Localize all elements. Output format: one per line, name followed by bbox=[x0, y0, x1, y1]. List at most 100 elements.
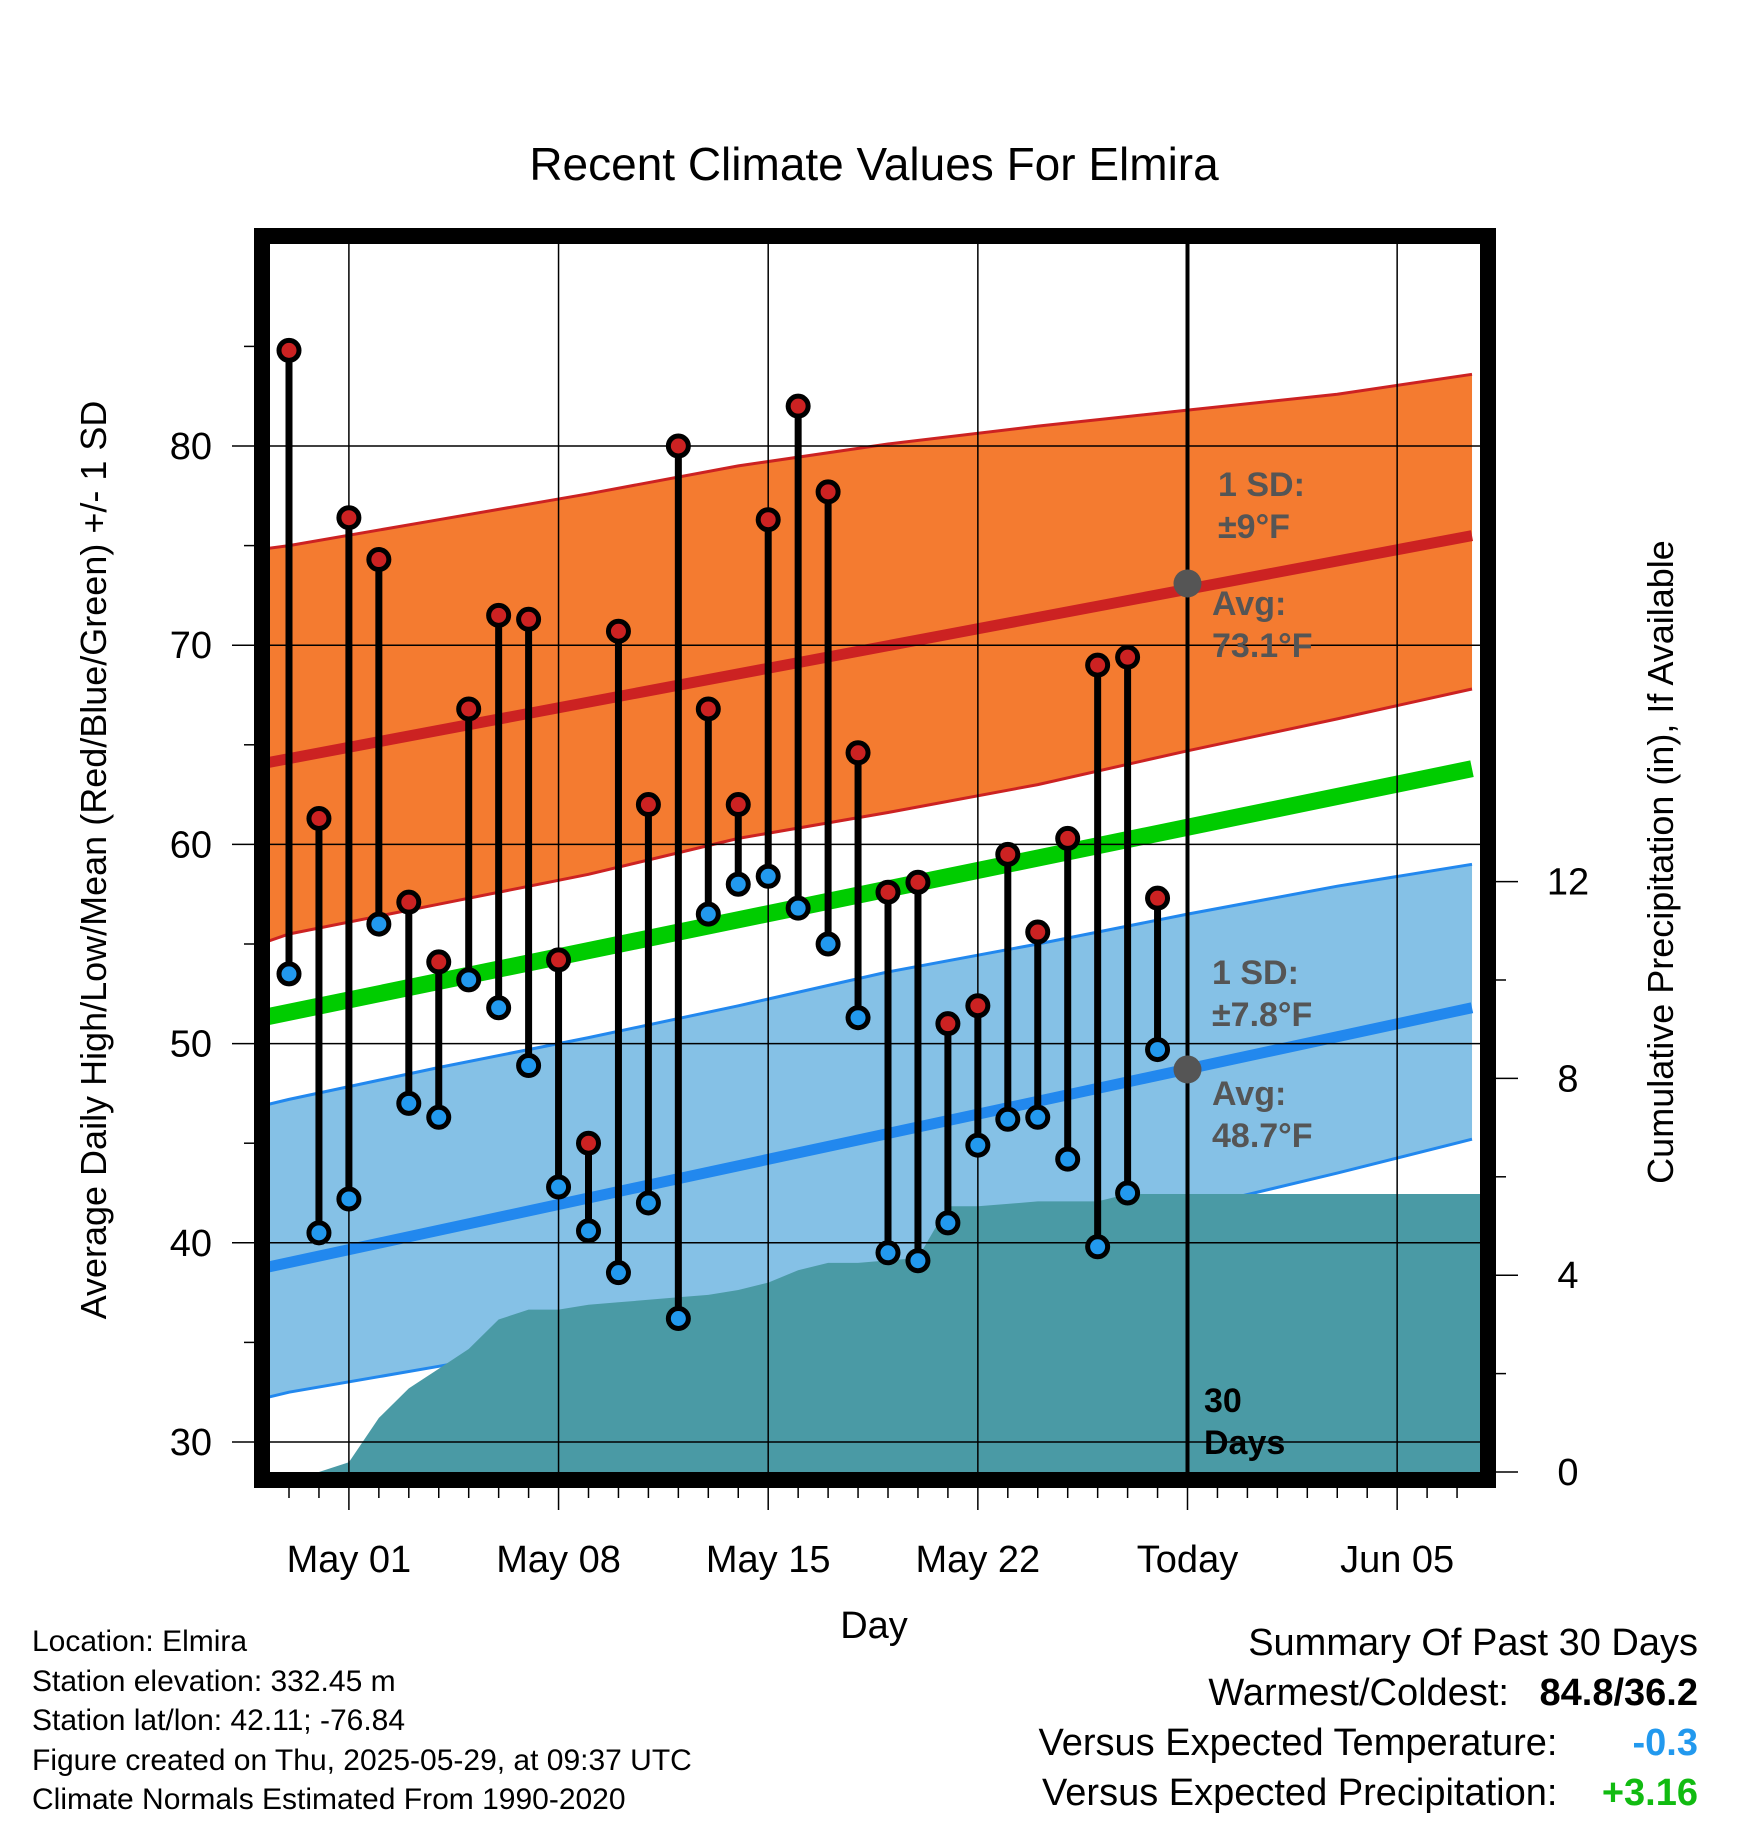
high-point bbox=[1025, 919, 1051, 945]
high-normal-line bbox=[270, 530, 1474, 768]
precip-value: +3.16 bbox=[1601, 1772, 1698, 1814]
x-axis-label: Day bbox=[840, 1605, 908, 1647]
y2-axis-label: Cumulative Precipitation (in), If Availa… bbox=[1640, 540, 1681, 1184]
y-tick-label: 40 bbox=[170, 1223, 212, 1265]
high-point bbox=[845, 740, 871, 766]
low-point bbox=[456, 967, 482, 993]
low-point bbox=[815, 931, 841, 957]
high-point bbox=[456, 696, 482, 722]
location-text: Location: Elmira bbox=[32, 1625, 248, 1658]
warm-cold-label: Warmest/Coldest: bbox=[1208, 1672, 1509, 1714]
low-point bbox=[1025, 1104, 1051, 1130]
high-point bbox=[306, 806, 332, 832]
station-info: Location: Elmira Station elevation: 332.… bbox=[32, 1622, 692, 1820]
summary-temp: Versus Expected Temperature: -0.3 bbox=[1039, 1718, 1698, 1768]
high-sd-label: 1 SD: bbox=[1218, 466, 1305, 504]
high-point bbox=[546, 947, 572, 973]
low-point bbox=[336, 1186, 362, 1212]
low-normal-line bbox=[270, 1002, 1474, 1273]
mean-normal-line bbox=[270, 760, 1474, 1025]
high-point bbox=[1055, 825, 1081, 851]
high-sd-band bbox=[270, 374, 1473, 941]
low-point bbox=[546, 1174, 572, 1200]
low-point bbox=[426, 1104, 452, 1130]
summary-precip: Versus Expected Precipitation: +3.16 bbox=[1039, 1768, 1698, 1818]
low-point bbox=[396, 1090, 422, 1116]
precip-label: Versus Expected Precipitation: bbox=[1042, 1772, 1558, 1814]
high-point bbox=[516, 606, 542, 632]
high-sd-upper-edge bbox=[270, 372, 1473, 550]
low-point bbox=[935, 1210, 961, 1236]
high-point bbox=[1115, 644, 1141, 670]
high-point bbox=[396, 889, 422, 915]
normals-text: Climate Normals Estimated From 1990-2020 bbox=[32, 1783, 626, 1816]
low-point bbox=[905, 1248, 931, 1274]
y2-tick-label: 0 bbox=[1557, 1452, 1578, 1494]
high-point bbox=[815, 479, 841, 505]
high-point bbox=[995, 841, 1021, 867]
low-point bbox=[755, 863, 781, 889]
high-point bbox=[1085, 652, 1111, 678]
window-count: 30 bbox=[1204, 1382, 1242, 1420]
today-high-normal-marker bbox=[1173, 569, 1202, 598]
y-tick-label: 70 bbox=[170, 625, 212, 667]
temp-label: Versus Expected Temperature: bbox=[1038, 1722, 1558, 1764]
high-point bbox=[336, 505, 362, 531]
low-point bbox=[1145, 1037, 1171, 1063]
low-point bbox=[695, 901, 721, 927]
high-point bbox=[576, 1130, 601, 1156]
low-point bbox=[875, 1240, 901, 1266]
high-point bbox=[366, 547, 392, 573]
low-point bbox=[635, 1190, 661, 1216]
high-point bbox=[965, 993, 991, 1019]
y-axis-label: Average Daily High/Low/Mean (Red/Blue/Gr… bbox=[73, 401, 114, 1320]
high-point bbox=[875, 879, 901, 905]
chart-title: Recent Climate Values For Elmira bbox=[529, 138, 1219, 190]
warm-cold-value: 84.8/36.2 bbox=[1539, 1672, 1698, 1714]
low-sd-upper-edge bbox=[270, 862, 1473, 1106]
high-sd-value: ±9°F bbox=[1218, 508, 1290, 546]
high-point bbox=[605, 618, 631, 644]
high-point bbox=[486, 602, 512, 628]
elevation-text: Station elevation: 332.45 m bbox=[32, 1664, 396, 1698]
plot-area: 30 40 50 60 70 80 0 4 8 12 May 01 May 08 May 15 May 2… bbox=[170, 228, 1589, 1581]
y2-tick-label: 12 bbox=[1547, 862, 1589, 904]
x-tick-label: Jun 05 bbox=[1340, 1539, 1454, 1581]
low-point bbox=[1055, 1146, 1081, 1172]
y-tick-label: 30 bbox=[170, 1422, 212, 1464]
low-point bbox=[486, 995, 512, 1021]
window-unit: Days bbox=[1204, 1424, 1285, 1462]
y2-tick-label: 4 bbox=[1557, 1255, 1578, 1297]
created-text: Figure created on Thu, 2025-05-29, at 09… bbox=[32, 1743, 692, 1777]
y-tick-label: 60 bbox=[170, 824, 212, 866]
summary-heading: Summary Of Past 30 Days bbox=[1248, 1622, 1698, 1664]
high-point bbox=[635, 792, 661, 818]
x-tick-label: May 01 bbox=[287, 1539, 412, 1581]
daily-marks bbox=[276, 337, 1171, 1331]
high-point bbox=[276, 337, 302, 363]
summary-panel: Summary Of Past 30 Days Warmest/Coldest:… bbox=[1039, 1618, 1698, 1818]
low-point bbox=[576, 1218, 601, 1244]
high-point bbox=[755, 507, 781, 533]
high-avg-value: 73.1°F bbox=[1212, 627, 1313, 665]
low-point bbox=[1115, 1180, 1141, 1206]
plot-frame bbox=[254, 228, 1496, 1488]
low-sd-label: 1 SD: bbox=[1212, 954, 1299, 992]
low-point bbox=[516, 1053, 542, 1079]
low-avg-label: Avg: bbox=[1212, 1075, 1286, 1113]
high-point bbox=[695, 696, 721, 722]
plot-interior bbox=[270, 244, 1480, 1472]
high-sd-lower-edge bbox=[270, 687, 1473, 943]
low-point bbox=[665, 1305, 691, 1331]
y-tick-label: 50 bbox=[170, 1024, 212, 1066]
high-point bbox=[665, 433, 691, 459]
high-point bbox=[1145, 885, 1171, 911]
x-tick-label: May 15 bbox=[706, 1539, 831, 1581]
precip-area bbox=[270, 1194, 1480, 1472]
low-point bbox=[605, 1260, 631, 1286]
y-tick-label: 80 bbox=[170, 426, 212, 468]
latlon-text: Station lat/lon: 42.11; -76.84 bbox=[32, 1704, 406, 1737]
x-tick-label: May 22 bbox=[916, 1539, 1041, 1581]
low-point bbox=[785, 895, 811, 921]
